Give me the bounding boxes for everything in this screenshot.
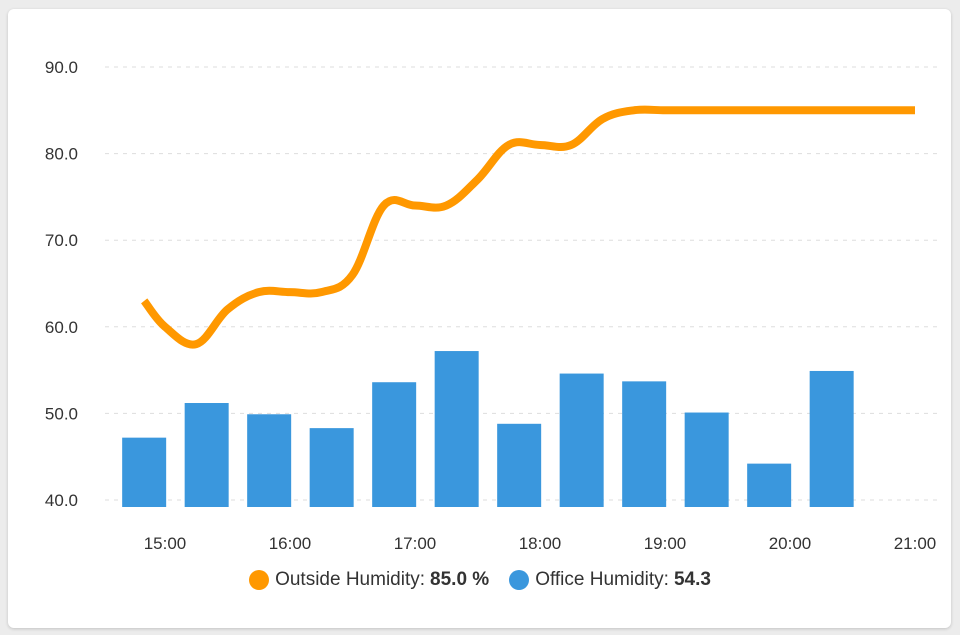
outside-legend-value: 85.0 %: [430, 569, 490, 590]
y-tick-label: 50.0: [45, 404, 78, 423]
y-tick-label: 60.0: [45, 318, 78, 337]
x-tick-label: 17:00: [394, 534, 437, 553]
outside-legend-marker: [249, 570, 270, 590]
office-humidity-bar: [559, 373, 604, 507]
legend-item-outside[interactable]: Outside Humidity: 85.0 %: [249, 569, 489, 591]
x-tick-label: 18:00: [519, 534, 562, 553]
office-humidity-bar: [809, 370, 854, 507]
office-legend-value: 54.3: [673, 569, 711, 590]
office-humidity-bar: [184, 403, 229, 507]
x-tick-label: 21:00: [894, 534, 937, 553]
y-tick-label: 90.0: [45, 58, 78, 77]
x-tick-label: 16:00: [269, 534, 312, 553]
office-humidity-bar: [434, 351, 479, 507]
office-humidity-bar: [497, 423, 542, 507]
office-humidity-bar: [684, 412, 729, 507]
y-tick-label: 40.0: [45, 491, 78, 510]
y-tick-label: 70.0: [45, 231, 78, 250]
x-tick-label: 20:00: [769, 534, 812, 553]
office-legend-marker: [509, 570, 530, 590]
office-humidity-bar: [122, 437, 167, 507]
y-tick-label: 80.0: [45, 145, 78, 164]
x-tick-label: 15:00: [144, 534, 187, 553]
x-tick-label: 19:00: [644, 534, 687, 553]
office-humidity-bar: [309, 428, 354, 507]
office-humidity-bar: [247, 414, 292, 507]
legend-item-office[interactable]: Office Humidity: 54.3: [509, 569, 711, 591]
office-humidity-bar: [372, 382, 417, 507]
legend: Outside Humidity: 85.0 % Office Humidity…: [0, 565, 960, 595]
office-humidity-bar: [622, 381, 667, 507]
office-humidity-bar: [747, 463, 792, 507]
office-legend-label: Office Humidity:: [535, 569, 669, 590]
outside-humidity-line: [140, 105, 915, 349]
outside-legend-label: Outside Humidity:: [275, 569, 426, 590]
